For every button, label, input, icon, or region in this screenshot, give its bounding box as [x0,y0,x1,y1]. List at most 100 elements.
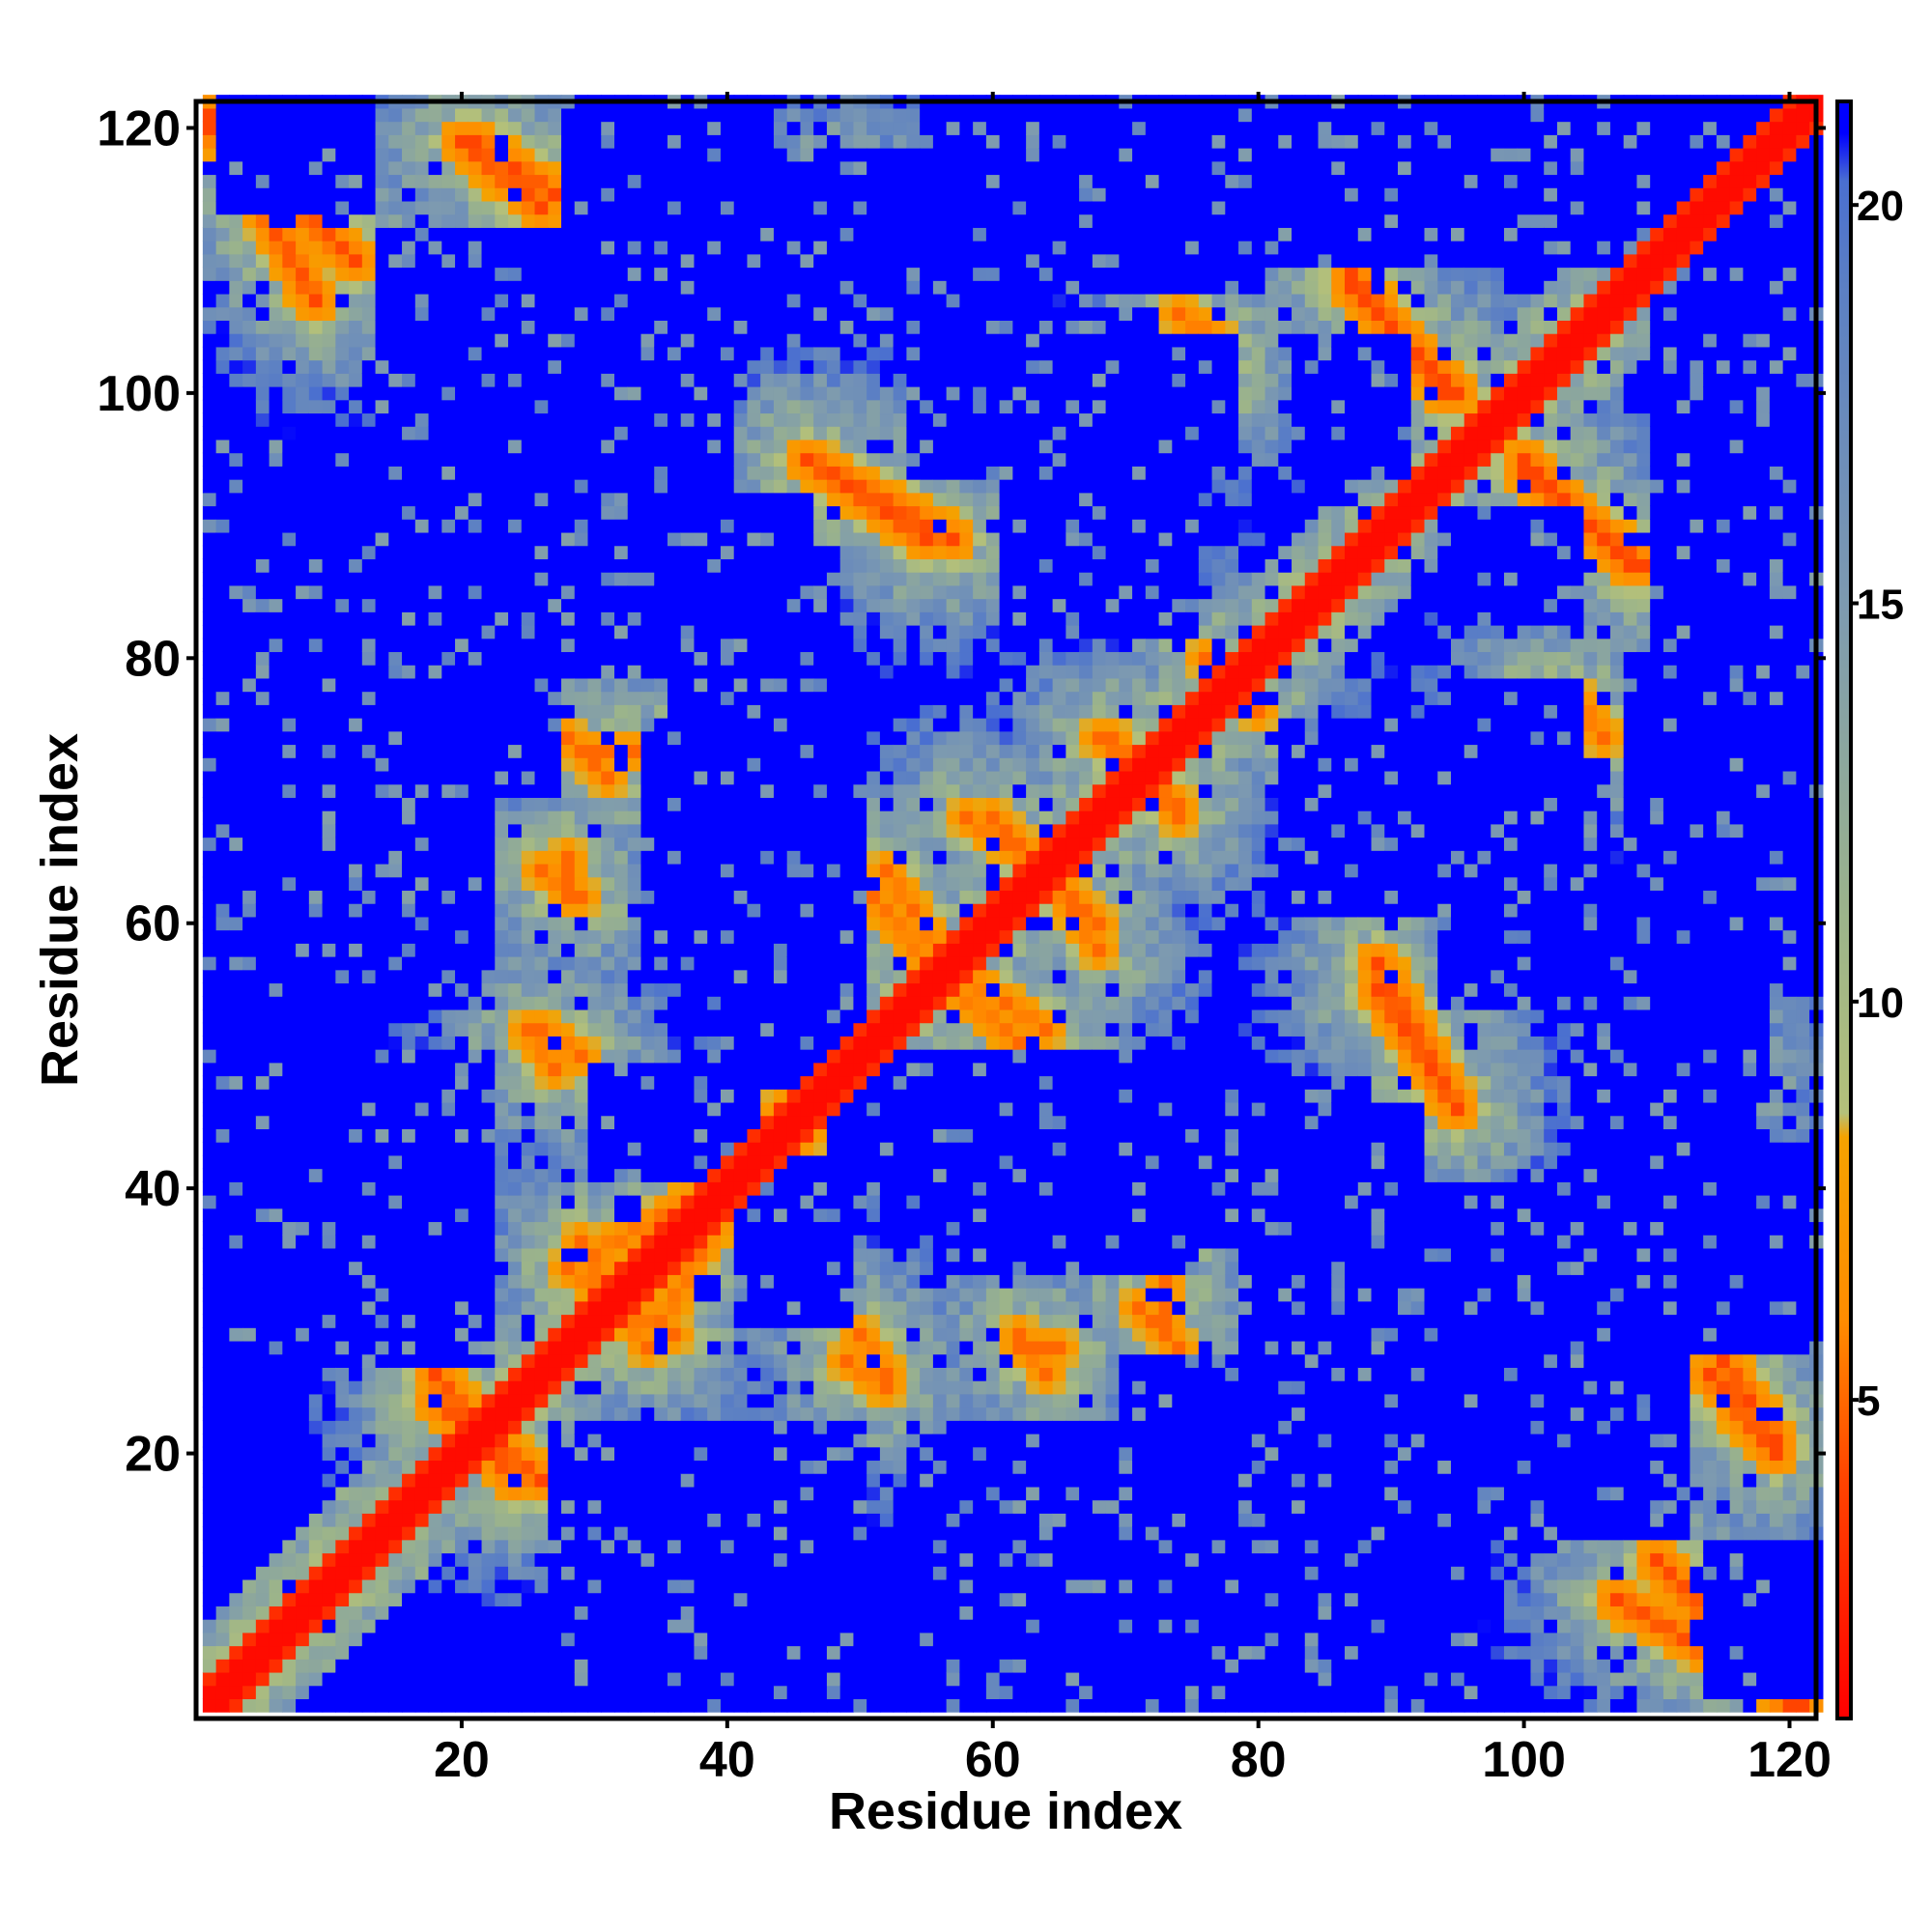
heatmap-cell [296,1526,310,1541]
heatmap-cell [402,1075,416,1090]
heatmap-cell [534,611,549,626]
heatmap-cell [441,227,456,242]
heatmap-cell [707,770,722,785]
heatmap-cell [441,253,456,269]
heatmap-cell [614,333,629,348]
heatmap-cell [587,121,602,135]
heatmap-cell [215,241,230,255]
heatmap-cell [322,969,336,984]
heatmap-cell [548,1698,562,1713]
heatmap-cell [574,1367,589,1381]
heatmap-cell [322,1433,336,1448]
heatmap-cell [428,943,442,957]
heatmap-cell [202,1261,217,1275]
heatmap-cell [441,1486,456,1501]
heatmap-cell [495,1619,509,1634]
heatmap-cell [694,505,708,520]
heatmap-cell [255,1446,270,1462]
heatmap-cell [375,1062,389,1077]
heatmap-cell [335,1605,350,1620]
heatmap-cell [361,1115,377,1129]
heatmap-cell [322,200,336,215]
heatmap-cell [481,1247,496,1263]
heatmap-cell [229,1181,243,1196]
heatmap-cell [414,200,430,215]
heatmap-cell [242,1101,257,1117]
heatmap-cell [680,293,696,308]
heatmap-cell [534,797,549,811]
heatmap-cell [667,1659,682,1673]
heatmap-cell [455,1380,469,1395]
heatmap-cell [694,293,708,308]
heatmap-cell [627,1195,642,1209]
heatmap-cell [614,1247,629,1263]
heatmap-cell [388,320,403,334]
heatmap-cell [720,346,735,361]
heatmap-cell [707,1353,722,1368]
heatmap-cell [428,1221,442,1236]
heatmap-cell [534,1659,549,1673]
heatmap-cell [335,1592,350,1606]
heatmap-cell [388,1406,403,1421]
heatmap-cell [667,704,682,719]
heatmap-cell [349,1036,363,1050]
heatmap-cell [654,1433,668,1448]
heatmap-cell [296,956,310,971]
heatmap-cell [215,439,230,454]
heatmap-cell [255,1208,270,1223]
heatmap-cell [255,492,270,507]
heatmap-cell [548,1619,562,1634]
heatmap-cell [720,969,735,984]
heatmap-cell [548,545,562,559]
heatmap-cell [229,1340,243,1355]
heatmap-cell [229,783,243,798]
heatmap-cell [455,213,469,228]
heatmap-cell [414,359,430,374]
heatmap-cell [282,651,297,666]
heatmap-cell [296,1539,310,1554]
heatmap-cell [255,293,270,308]
heatmap-cell [574,160,589,176]
heatmap-cell [388,1288,403,1302]
heatmap-cell [202,558,217,573]
heatmap-cell [680,996,696,1010]
heatmap-cell [561,1274,576,1289]
heatmap-cell [375,770,389,785]
heatmap-cell [441,1340,456,1355]
heatmap-cell [255,1340,270,1355]
heatmap-cell [640,479,655,494]
heatmap-cell [282,1539,297,1554]
heatmap-cell [548,1592,562,1606]
heatmap-cell [508,1460,523,1474]
heatmap-cell [375,903,389,918]
heatmap-cell [361,1208,377,1223]
heatmap-cell [667,598,682,612]
heatmap-cell [322,1009,336,1024]
heatmap-cell [375,1460,389,1474]
heatmap-cell [215,1433,230,1448]
heatmap-cell [587,1274,602,1289]
heatmap-cell [242,1300,257,1316]
heatmap-cell [269,996,283,1010]
heatmap-cell [375,386,389,401]
heatmap-cell [614,1367,629,1381]
heatmap-cell [667,545,682,559]
heatmap-cell [282,1049,297,1064]
heatmap-cell [441,1062,456,1077]
heatmap-cell [720,492,735,507]
heatmap-cell [296,638,310,653]
heatmap-cell [269,1685,283,1700]
heatmap-cell [495,1393,509,1408]
heatmap-cell [548,1645,562,1660]
heatmap-cell [534,1089,549,1103]
heatmap-cell [654,412,668,427]
heatmap-cell [574,148,589,162]
heatmap-cell [349,399,363,414]
heatmap-cell [361,200,377,215]
heatmap-cell [720,1261,735,1275]
heatmap-cell [308,293,324,308]
heatmap-cell [215,1473,230,1488]
heatmap-cell [375,1101,389,1117]
heatmap-cell [601,1195,615,1209]
heatmap-cell [308,1195,324,1209]
